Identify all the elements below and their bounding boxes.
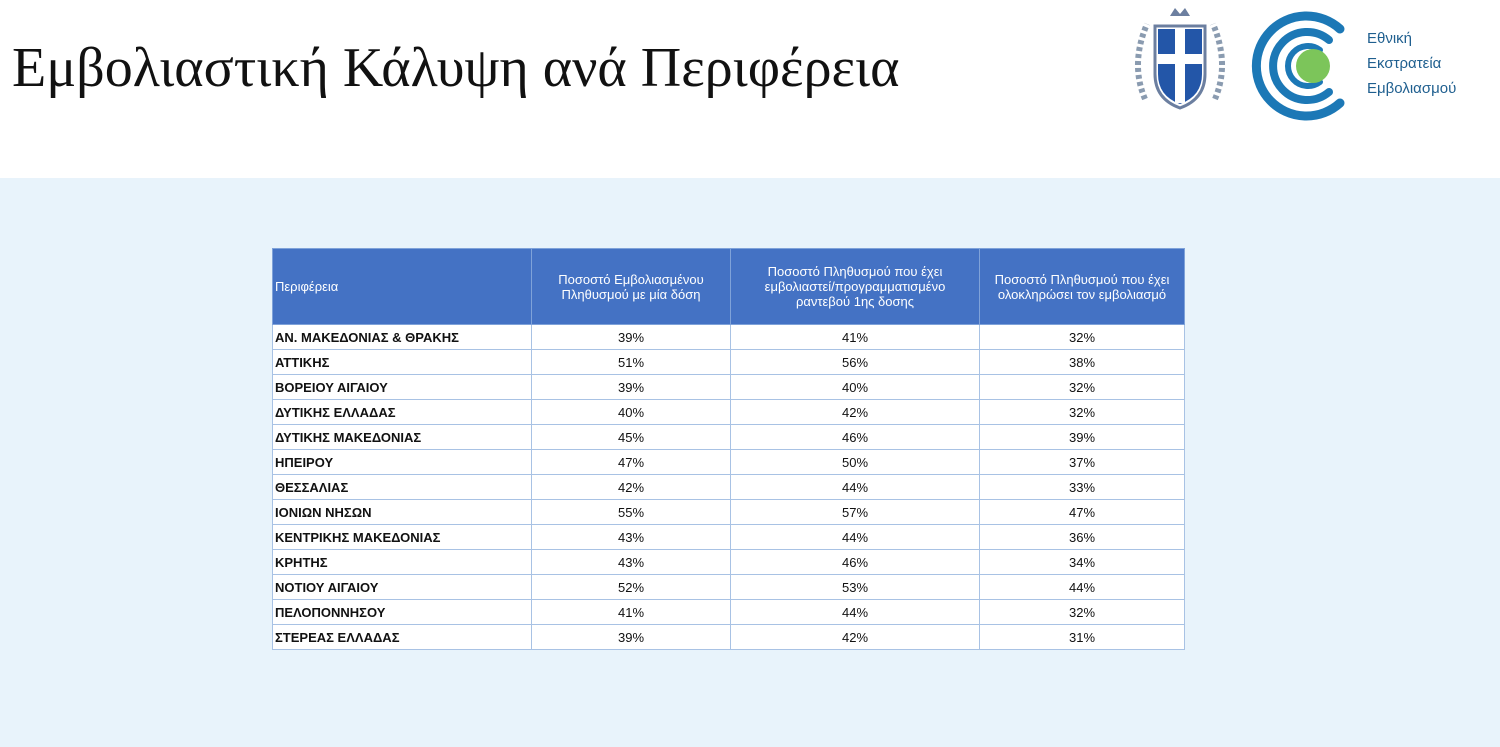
region-cell: ΙΟΝΙΩΝ ΝΗΣΩΝ: [272, 499, 532, 525]
percent-cell: 37%: [979, 449, 1185, 475]
region-cell: ΑΤΤΙΚΗΣ: [272, 349, 532, 375]
column-header: Ποσοστό Πληθυσμού που έχει εμβολιαστεί/π…: [730, 248, 980, 325]
table-row: ΚΕΝΤΡΙΚΗΣ ΜΑΚΕΔΟΝΙΑΣ 43% 44% 36%: [272, 524, 1185, 550]
percent-cell: 46%: [730, 549, 980, 575]
percent-cell: 55%: [531, 499, 731, 525]
page-title: Εμβολιαστική Κάλυψη ανά Περιφέρεια: [12, 37, 900, 99]
column-header: Ποσοστό Πληθυσμού που έχει ολοκληρώσει τ…: [979, 248, 1185, 325]
table-row: ΔΥΤΙΚΗΣ ΕΛΛΑΔΑΣ 40% 42% 32%: [272, 399, 1185, 425]
percent-cell: 50%: [730, 449, 980, 475]
logo-text: Εκστρατεία: [1367, 55, 1442, 72]
table-row: ΘΕΣΣΑΛΙΑΣ 42% 44% 33%: [272, 474, 1185, 500]
percent-cell: 32%: [979, 374, 1185, 400]
percent-cell: 38%: [979, 349, 1185, 375]
percent-cell: 52%: [531, 574, 731, 600]
table-row: ΠΕΛΟΠΟΝΝΗΣΟΥ 41% 44% 32%: [272, 599, 1185, 625]
percent-cell: 34%: [979, 549, 1185, 575]
percent-cell: 33%: [979, 474, 1185, 500]
table-row: ΚΡΗΤΗΣ 43% 46% 34%: [272, 549, 1185, 575]
logo-text: Εθνική: [1367, 30, 1413, 47]
percent-cell: 40%: [531, 399, 731, 425]
percent-cell: 57%: [730, 499, 980, 525]
table-row: ΣΤΕΡΕΑΣ ΕΛΛΑΔΑΣ 39% 42% 31%: [272, 624, 1185, 650]
percent-cell: 36%: [979, 524, 1185, 550]
region-cell: ΔΥΤΙΚΗΣ ΕΛΛΑΔΑΣ: [272, 399, 532, 425]
percent-cell: 43%: [531, 524, 731, 550]
logos: [1134, 8, 1345, 121]
percent-cell: 40%: [730, 374, 980, 400]
percent-cell: 44%: [730, 524, 980, 550]
region-cell: ΠΕΛΟΠΟΝΝΗΣΟΥ: [272, 599, 532, 625]
header-row: Περιφέρεια Ποσοστό Εμβολιασμένου Πληθυσμο…: [272, 248, 1185, 325]
percent-cell: 39%: [979, 424, 1185, 450]
percent-cell: 53%: [730, 574, 980, 600]
region-cell: ΝΟΤΙΟΥ ΑΙΓΑΙΟΥ: [272, 574, 532, 600]
region-cell: ΣΤΕΡΕΑΣ ΕΛΛΑΔΑΣ: [272, 624, 532, 650]
percent-cell: 47%: [979, 499, 1185, 525]
percent-cell: 42%: [531, 474, 731, 500]
percent-cell: 32%: [979, 324, 1185, 350]
percent-cell: 32%: [979, 399, 1185, 425]
column-header: Περιφέρεια: [272, 248, 532, 325]
percent-cell: 43%: [531, 549, 731, 575]
percent-cell: 46%: [730, 424, 980, 450]
percent-cell: 41%: [730, 324, 980, 350]
table-row: ΗΠΕΙΡΟΥ 47% 50% 37%: [272, 449, 1185, 475]
table-row: ΔΥΤΙΚΗΣ ΜΑΚΕΔΟΝΙΑΣ 45% 46% 39%: [272, 424, 1185, 450]
percent-cell: 39%: [531, 374, 731, 400]
column-header: Ποσοστό Εμβολιασμένου Πληθυσμού με μία δ…: [531, 248, 731, 325]
percent-cell: 31%: [979, 624, 1185, 650]
percent-cell: 41%: [531, 599, 731, 625]
percent-cell: 42%: [730, 624, 980, 650]
table-row: ΙΟΝΙΩΝ ΝΗΣΩΝ 55% 57% 47%: [272, 499, 1185, 525]
percent-cell: 45%: [531, 424, 731, 450]
percent-cell: 42%: [730, 399, 980, 425]
table-row: ΑΤΤΙΚΗΣ 51% 56% 38%: [272, 349, 1185, 375]
region-cell: ΚΡΗΤΗΣ: [272, 549, 532, 575]
percent-cell: 39%: [531, 624, 731, 650]
logo-text: Εμβολιασμού: [1367, 80, 1457, 97]
percent-cell: 44%: [979, 574, 1185, 600]
greek-emblem: [1134, 8, 1226, 110]
table-row: ΝΟΤΙΟΥ ΑΙΓΑΙΟΥ 52% 53% 44%: [272, 574, 1185, 600]
percent-cell: 56%: [730, 349, 980, 375]
percent-cell: 32%: [979, 599, 1185, 625]
region-cell: ΘΕΣΣΑΛΙΑΣ: [272, 474, 532, 500]
percent-cell: 47%: [531, 449, 731, 475]
region-cell: ΒΟΡΕΙΟΥ ΑΙΓΑΙΟΥ: [272, 374, 532, 400]
coverage-table: Περιφέρεια Ποσοστό Εμβολιασμένου Πληθυσμο…: [272, 248, 1185, 650]
campaign-logo: [1251, 11, 1345, 121]
percent-cell: 39%: [531, 324, 731, 350]
region-cell: ΚΕΝΤΡΙΚΗΣ ΜΑΚΕΔΟΝΙΑΣ: [272, 524, 532, 550]
table-row: ΒΟΡΕΙΟΥ ΑΙΓΑΙΟΥ 39% 40% 32%: [272, 374, 1185, 400]
percent-cell: 51%: [531, 349, 731, 375]
region-cell: ΑΝ. ΜΑΚΕΔΟΝΙΑΣ & ΘΡΑΚΗΣ: [272, 324, 532, 350]
region-cell: ΔΥΤΙΚΗΣ ΜΑΚΕΔΟΝΙΑΣ: [272, 424, 532, 450]
region-cell: ΗΠΕΙΡΟΥ: [272, 449, 532, 475]
percent-cell: 44%: [730, 474, 980, 500]
percent-cell: 44%: [730, 599, 980, 625]
table-row: ΑΝ. ΜΑΚΕΔΟΝΙΑΣ & ΘΡΑΚΗΣ 39% 41% 32%: [272, 324, 1185, 350]
